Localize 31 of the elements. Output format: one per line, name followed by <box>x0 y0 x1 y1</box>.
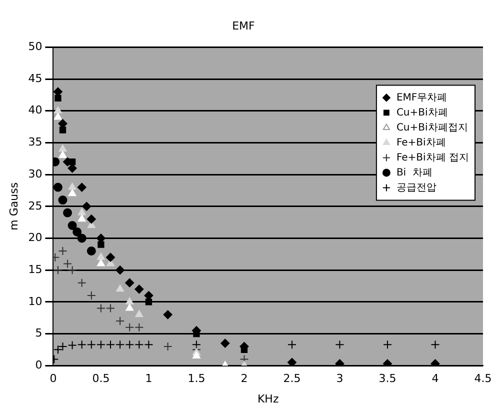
y-tick-label: 10 <box>28 294 42 308</box>
legend-label: EMF무차폐 <box>396 92 448 104</box>
x-tick-label: 2.5 <box>283 372 301 386</box>
y-tick-label: 35 <box>28 136 42 149</box>
x-tick-label: 0.5 <box>92 372 110 386</box>
x-tick-label: 1 <box>145 372 152 386</box>
legend-label: 공급전압 <box>396 182 436 194</box>
y-tick-label: 45 <box>28 72 42 85</box>
y-tick-label: 30 <box>28 167 42 180</box>
legend-label: Cu+Bi차폐 <box>396 107 448 118</box>
y-tick-label: 25 <box>28 199 42 212</box>
y-tick-label: 20 <box>28 231 42 244</box>
legend-label: Fe+Bi차폐 <box>396 137 446 148</box>
x-tick-label: 4.5 <box>474 372 492 386</box>
y-tick-label: 0 <box>35 358 42 372</box>
y-axis-title: m Gauss <box>7 182 20 230</box>
x-tick-label: 2 <box>240 372 248 386</box>
y-tick-label: 15 <box>28 262 42 276</box>
x-tick-label: 3.5 <box>378 372 396 386</box>
x-axis-title: KHz <box>257 392 279 406</box>
y-tick-label: 40 <box>28 104 42 117</box>
y-tick-label: 5 <box>35 326 42 340</box>
legend-label: Cu+Bi차폐접지 <box>396 122 468 134</box>
legend-label: Fe+Bi차폐 접지 <box>396 152 470 164</box>
y-tick-label: 50 <box>28 40 42 54</box>
x-tick-label: 3 <box>336 372 344 386</box>
x-tick-label: 1.5 <box>188 372 206 386</box>
legend-label: Bi 차폐 <box>396 167 432 178</box>
x-tick-label: 0 <box>50 372 57 386</box>
x-tick-label: 4 <box>432 372 439 386</box>
chart-title: EMF <box>232 19 255 32</box>
